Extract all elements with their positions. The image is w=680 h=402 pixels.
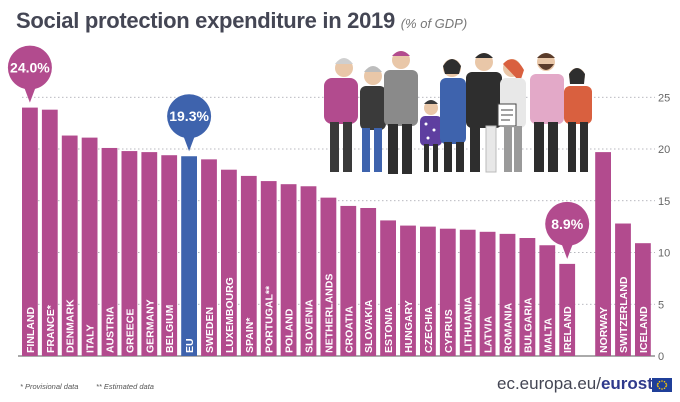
bar-germany xyxy=(141,152,158,356)
category-label-greece: GREECE xyxy=(124,309,136,353)
category-label-bulgaria: BULGARIA xyxy=(522,297,534,353)
bar-bulgaria xyxy=(519,238,536,356)
y-tick-label: 10 xyxy=(658,248,670,260)
callout-finland: 24.0% xyxy=(7,45,52,103)
category-label-netherlands: NETHERLANDS xyxy=(323,274,335,353)
bar-greece xyxy=(121,151,138,356)
category-label-france: FRANCE* xyxy=(45,304,57,353)
category-label-portugal: PORTUGAL** xyxy=(264,285,276,353)
category-label-slovenia: SLOVENIA xyxy=(304,299,316,353)
bar-estonia xyxy=(380,220,396,356)
callout-label: 8.9% xyxy=(551,216,583,232)
bar-slovenia xyxy=(300,186,317,356)
callout-pointer xyxy=(561,242,574,259)
chart-title: Social protection expenditure in 2019 (%… xyxy=(16,8,467,34)
source-domain: ec.europa.eu/ xyxy=(497,374,601,393)
category-label-croatia: CROATIA xyxy=(343,306,355,353)
category-label-luxembourg: LUXEMBOURG xyxy=(224,277,236,353)
category-label-finland: FINLAND xyxy=(25,307,37,353)
category-label-eu: EU xyxy=(184,338,196,353)
category-label-hungary: HUNGARY xyxy=(403,300,415,353)
y-tick-label: 20 xyxy=(658,144,670,156)
footnote-provisional: * Provisional data xyxy=(20,382,79,391)
category-label-iceland: ICELAND xyxy=(638,306,650,353)
category-label-estonia: ESTONIA xyxy=(383,306,395,353)
source-brand: eurostat xyxy=(600,374,669,393)
bar-malta xyxy=(539,245,556,356)
category-label-latvia: LATVIA xyxy=(483,315,495,353)
bar-belgium xyxy=(161,155,178,356)
callout-ireland: 8.9% xyxy=(545,201,590,259)
bars xyxy=(22,107,651,356)
category-label-romania: ROMANIA xyxy=(503,302,515,353)
bar-sweden xyxy=(201,159,217,356)
category-labels: FINLAND FRANCE* DENMARK ITALY AUSTRIA GREECE G… xyxy=(25,274,650,353)
bar-eu xyxy=(181,156,197,356)
bar-denmark xyxy=(61,135,78,356)
eu-flag-icon xyxy=(652,378,672,392)
value-callouts: 24.0% 19.3% 8.9% xyxy=(7,45,590,259)
bar-netherlands xyxy=(320,197,337,356)
bar-norway xyxy=(595,152,611,356)
bar-iceland xyxy=(635,243,651,356)
callout-pointer xyxy=(23,86,36,103)
y-axis-ticks: 5 10 15 20 25 0 xyxy=(658,92,670,363)
bar-poland xyxy=(280,184,297,356)
bar-italy xyxy=(81,137,98,356)
callout-bubble xyxy=(545,201,590,246)
title-unit: (% of GDP) xyxy=(400,16,468,31)
category-label-poland: POLAND xyxy=(284,308,296,353)
category-label-spain: SPAIN* xyxy=(244,317,256,353)
y-tick-label: 0 xyxy=(658,351,664,363)
bar-switzerland xyxy=(615,223,631,356)
y-tick-label: 5 xyxy=(658,299,664,311)
category-label-germany: GERMANY xyxy=(144,299,156,353)
source-label: ec.europa.eu/eurostat xyxy=(497,374,668,394)
category-label-switzerland: SWITZERLAND xyxy=(618,276,630,353)
bar-romania xyxy=(499,233,516,356)
category-label-italy: ITALY xyxy=(85,324,97,353)
category-label-belgium: BELGIUM xyxy=(164,304,176,353)
category-label-norway: NORWAY xyxy=(598,307,610,353)
category-label-denmark: DENMARK xyxy=(65,299,77,353)
bar-luxembourg xyxy=(221,169,237,356)
bar-lithuania xyxy=(459,229,476,356)
bar-latvia xyxy=(479,231,496,356)
bar-spain xyxy=(240,175,257,356)
footnote-estimated: ** Estimated data xyxy=(96,382,154,391)
bar-czechia xyxy=(420,226,436,356)
family-illustration-icon xyxy=(324,51,592,174)
category-label-malta: MALTA xyxy=(542,317,554,353)
callout-eu: 19.3% xyxy=(167,94,212,152)
callout-bubble xyxy=(167,94,212,139)
callout-pointer xyxy=(183,135,196,152)
category-label-austria: AUSTRIA xyxy=(105,306,117,353)
category-label-ireland: IRELAND xyxy=(562,306,574,353)
bar-cyprus xyxy=(439,228,456,356)
bar-hungary xyxy=(400,225,416,356)
category-label-sweden: SWEDEN xyxy=(204,307,216,353)
bar-ireland xyxy=(559,263,576,356)
bar-france xyxy=(41,109,58,356)
bar-croatia xyxy=(340,205,357,356)
callout-label: 24.0% xyxy=(10,60,50,76)
category-label-czechia: CZECHIA xyxy=(423,306,435,353)
y-tick-label: 15 xyxy=(658,196,670,208)
category-label-slovakia: SLOVAKIA xyxy=(363,299,375,353)
title-text: Social protection expenditure in 2019 xyxy=(16,8,395,33)
bar-finland xyxy=(22,107,38,356)
callout-label: 19.3% xyxy=(169,108,209,124)
bar-austria xyxy=(101,147,118,356)
bar-portugal xyxy=(260,181,277,356)
category-label-cyprus: CYPRUS xyxy=(443,309,455,353)
y-tick-label: 25 xyxy=(658,92,670,104)
bar-slovakia xyxy=(360,207,377,356)
callout-bubble xyxy=(7,45,52,90)
category-label-lithuania: LITHUANIA xyxy=(463,296,475,353)
